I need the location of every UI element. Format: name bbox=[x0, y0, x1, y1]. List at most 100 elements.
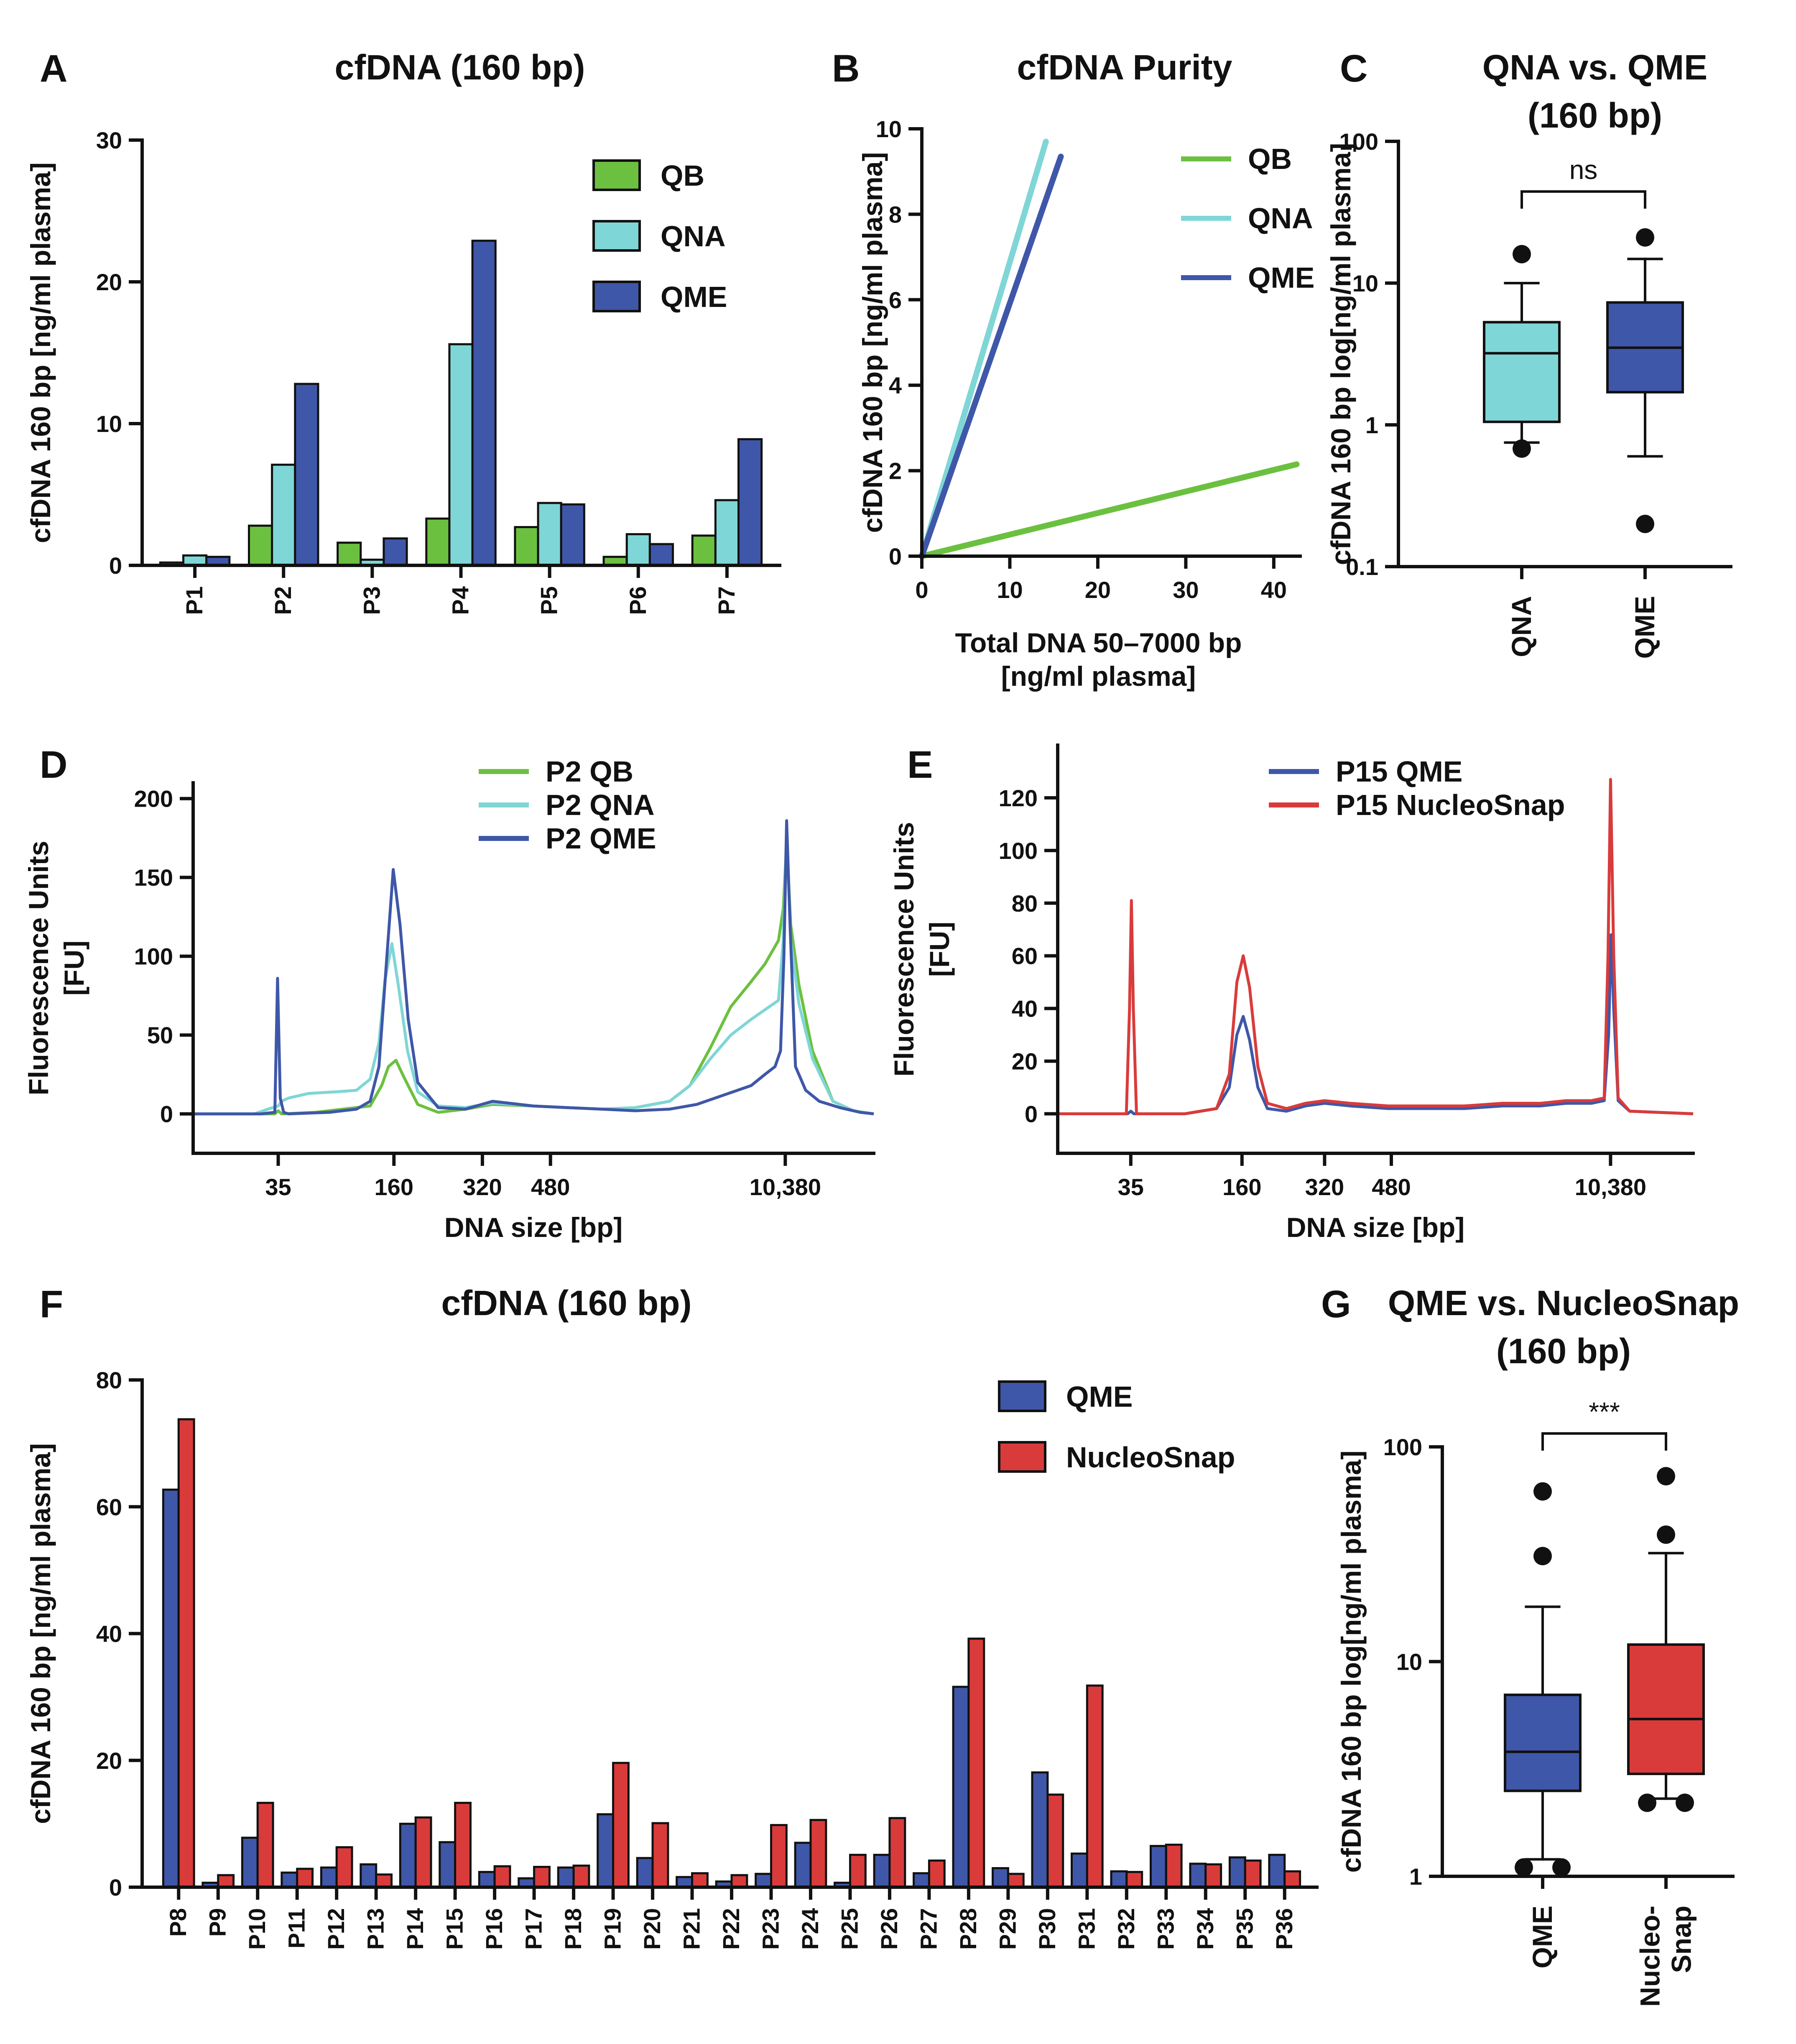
bar-A-QNA-P2 bbox=[271, 463, 296, 567]
x-category-label-G: Nucleo- bbox=[1635, 1906, 1666, 2007]
bar-F-QME-P11 bbox=[281, 1871, 298, 1888]
x-category-label-G: Snap bbox=[1666, 1906, 1697, 1973]
legend-label-F: NucleoSnap bbox=[1066, 1441, 1235, 1474]
x-tick-label-F: P25 bbox=[836, 1908, 862, 1950]
y-tick-label-A: 20 bbox=[96, 269, 122, 295]
x-tick-label-F: P13 bbox=[362, 1908, 389, 1950]
y-axis-label-F: cfDNA 160 bp [ng/ml plasma] bbox=[25, 1443, 56, 1824]
legend-swatch-A bbox=[592, 220, 641, 252]
outlier-point-C-QME bbox=[1636, 514, 1654, 533]
y-axis-label-B: cfDNA 160 bp [ng/ml plasma] bbox=[857, 152, 888, 533]
x-axis-label-D: DNA size [bp] bbox=[444, 1212, 623, 1243]
legend-label-D: P2 QNA bbox=[546, 789, 655, 821]
bar-F-NucleoSnap-P9 bbox=[217, 1874, 235, 1888]
x-tick-label-F: P23 bbox=[757, 1908, 783, 1950]
bar-F-NucleoSnap-P8 bbox=[177, 1418, 195, 1888]
y-tick-label-G: 100 bbox=[1383, 1434, 1422, 1460]
outlier-point-G-Nucleo-Snap bbox=[1638, 1794, 1656, 1812]
bar-A-QME-P7 bbox=[737, 438, 763, 567]
x-tick-label-F: P14 bbox=[402, 1908, 428, 1950]
legend-swatch-A bbox=[592, 281, 641, 312]
x-tick-label-E: 35 bbox=[1118, 1174, 1144, 1200]
y-tick-label-A: 10 bbox=[96, 411, 122, 437]
legend-label-A: QME bbox=[661, 281, 727, 313]
box-G-QME bbox=[1504, 1694, 1582, 1792]
panel-title-F: cfDNA (160 bp) bbox=[441, 1283, 692, 1323]
panel-title-B: cfDNA Purity bbox=[1017, 48, 1232, 87]
outlier-point-G-Nucleo-Snap bbox=[1657, 1467, 1675, 1486]
y-tick-label-E: 0 bbox=[1025, 1101, 1038, 1127]
bar-F-NucleoSnap-P23 bbox=[770, 1824, 788, 1888]
outlier-point-G-QME bbox=[1515, 1858, 1533, 1877]
y-axis-label2-D: [FU] bbox=[59, 940, 89, 996]
x-tick-label-A: P7 bbox=[713, 586, 740, 615]
bar-F-NucleoSnap-P35 bbox=[1244, 1859, 1262, 1888]
x-tick-label-D: 160 bbox=[375, 1174, 413, 1200]
y-tick-label-F: 80 bbox=[96, 1367, 122, 1393]
panel-letter-A: A bbox=[40, 47, 67, 90]
bar-F-QME-P23 bbox=[755, 1873, 772, 1888]
bar-F-QME-P16 bbox=[478, 1871, 496, 1888]
x-tick-label-B: 40 bbox=[1261, 577, 1287, 603]
x-tick-label-F: P32 bbox=[1113, 1908, 1139, 1950]
x-category-label-C: QNA bbox=[1506, 596, 1537, 657]
x-tick-label-D: 10,380 bbox=[750, 1174, 821, 1200]
y-tick-label-F: 60 bbox=[96, 1494, 122, 1520]
bar-A-QB-P3 bbox=[337, 542, 362, 567]
x-tick-label-A: P4 bbox=[447, 586, 474, 615]
panel-letter-G: G bbox=[1321, 1283, 1351, 1326]
bar-F-QME-P32 bbox=[1110, 1870, 1128, 1888]
panel-title-G: QME vs. NucleoSnap bbox=[1388, 1283, 1739, 1323]
x-tick-label-F: P34 bbox=[1192, 1908, 1218, 1950]
y-tick-label-D: 200 bbox=[134, 786, 173, 812]
bar-F-NucleoSnap-P36 bbox=[1283, 1870, 1301, 1888]
bar-A-QB-P2 bbox=[247, 524, 273, 567]
panel-letter-C: C bbox=[1340, 47, 1367, 90]
bar-F-NucleoSnap-P11 bbox=[296, 1868, 314, 1888]
x-tick-label-F: P30 bbox=[1034, 1908, 1060, 1950]
bar-F-NucleoSnap-P10 bbox=[256, 1801, 274, 1888]
bar-F-NucleoSnap-P19 bbox=[612, 1762, 630, 1888]
legend-label-F: QME bbox=[1066, 1380, 1133, 1413]
x-tick-label-A: P3 bbox=[358, 586, 385, 615]
y-tick-label-D: 150 bbox=[134, 864, 173, 891]
x-tick-label-F: P28 bbox=[955, 1908, 981, 1950]
bar-A-QB-P7 bbox=[691, 534, 717, 567]
x-tick-label-A: P5 bbox=[536, 586, 562, 615]
y-tick-label-E: 80 bbox=[1012, 890, 1038, 917]
x-tick-label-F: P21 bbox=[679, 1908, 705, 1950]
panel-letter-F: F bbox=[40, 1283, 63, 1326]
x-tick-label-F: P18 bbox=[560, 1908, 586, 1950]
y-axis-label-C: cfDNA 160 bp log[ng/ml plasma] bbox=[1325, 143, 1356, 565]
bar-F-NucleoSnap-P34 bbox=[1204, 1863, 1222, 1888]
bar-F-QME-P14 bbox=[399, 1822, 417, 1888]
x-tick-label-F: P10 bbox=[244, 1908, 270, 1950]
x-tick-label-F: P12 bbox=[323, 1908, 349, 1950]
series-trace-D-P2-QNA bbox=[193, 828, 874, 1116]
y-axis-label-D: Fluorescence Units bbox=[23, 841, 54, 1096]
x-tick-label-F: P31 bbox=[1073, 1908, 1100, 1950]
y-tick-label-C: 100 bbox=[1339, 128, 1378, 155]
x-tick-label-F: P29 bbox=[994, 1908, 1020, 1950]
legend-swatch-F bbox=[998, 1441, 1046, 1473]
y-tick-label-E: 20 bbox=[1012, 1048, 1038, 1075]
y-tick-label-F: 0 bbox=[109, 1874, 122, 1901]
y-tick-label-B: 6 bbox=[889, 287, 902, 313]
bar-F-QME-P31 bbox=[1070, 1852, 1088, 1888]
series-trace-D-P2-QME bbox=[193, 819, 874, 1116]
bar-F-QME-P33 bbox=[1149, 1845, 1167, 1888]
y-tick-label-G: 1 bbox=[1409, 1863, 1422, 1890]
y-tick-label-B: 8 bbox=[889, 201, 902, 227]
series-trace-E-P15-QME bbox=[1058, 933, 1694, 1115]
legend-label-B: QB bbox=[1248, 143, 1292, 175]
bar-F-NucleoSnap-P25 bbox=[849, 1854, 867, 1888]
bar-A-QME-P4 bbox=[471, 240, 497, 567]
bar-F-QME-P30 bbox=[1031, 1771, 1049, 1888]
legend-label-B: QNA bbox=[1248, 202, 1313, 235]
legend-label-A: QNA bbox=[661, 220, 726, 253]
x-tick-label-F: P26 bbox=[876, 1908, 902, 1950]
outlier-point-G-Nucleo-Snap bbox=[1676, 1794, 1694, 1812]
bar-F-QME-P28 bbox=[952, 1686, 970, 1888]
outlier-point-G-Nucleo-Snap bbox=[1657, 1525, 1675, 1544]
outlier-point-G-QME bbox=[1533, 1547, 1552, 1566]
